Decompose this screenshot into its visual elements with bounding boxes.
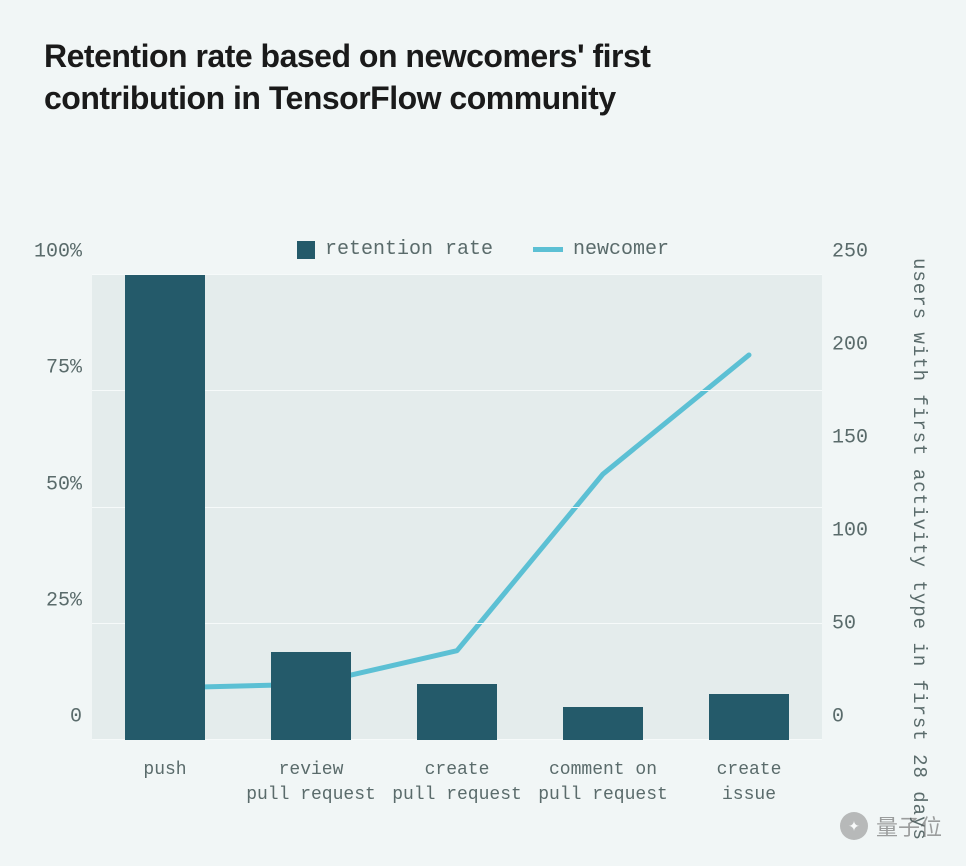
legend-item-retention: retention rate xyxy=(297,238,493,261)
y-right-tick: 200 xyxy=(832,334,882,357)
legend-label-newcomer: newcomer xyxy=(573,238,669,261)
x-axis: push review pull request create pull reque… xyxy=(92,758,822,818)
x-tick-label: review pull request xyxy=(246,758,376,808)
chart-title: Retention rate based on newcomers' first… xyxy=(44,36,804,119)
y-right-tick: 250 xyxy=(832,241,882,264)
y-right-tick: 0 xyxy=(832,706,882,729)
y-left-tick: 75% xyxy=(0,357,82,380)
legend-swatch-newcomer xyxy=(533,247,563,252)
bar xyxy=(709,694,789,741)
bar xyxy=(125,275,205,740)
x-tick-label: create pull request xyxy=(392,758,522,808)
x-tick-label: comment on pull request xyxy=(538,758,668,808)
y-right-tick: 150 xyxy=(832,427,882,450)
newcomer-line xyxy=(165,355,749,688)
legend-swatch-retention xyxy=(297,241,315,259)
bar xyxy=(417,684,497,740)
bar xyxy=(563,707,643,740)
legend-item-newcomer: newcomer xyxy=(533,238,669,261)
y-axis-right: 050100150200250 xyxy=(832,275,882,740)
y-right-tick: 100 xyxy=(832,520,882,543)
y-left-tick: 0 xyxy=(0,706,82,729)
y-left-tick: 50% xyxy=(0,473,82,496)
x-tick-label: push xyxy=(143,758,186,783)
x-tick-label: create issue xyxy=(717,758,782,808)
bar xyxy=(271,652,351,740)
y-left-tick: 25% xyxy=(0,589,82,612)
y-axis-left: 025%50%75%100% xyxy=(0,275,82,740)
y-left-tick: 100% xyxy=(0,241,82,264)
wechat-icon: ✦ xyxy=(840,812,868,840)
watermark-text: 量子位 xyxy=(876,810,942,842)
y-right-tick: 50 xyxy=(832,613,882,636)
plot-area xyxy=(92,275,822,740)
legend-label-retention: retention rate xyxy=(325,238,493,261)
legend: retention rate newcomer xyxy=(0,238,966,261)
watermark: ✦ 量子位 xyxy=(840,810,942,842)
y-axis-right-label: users with first activity type in first … xyxy=(908,258,930,841)
